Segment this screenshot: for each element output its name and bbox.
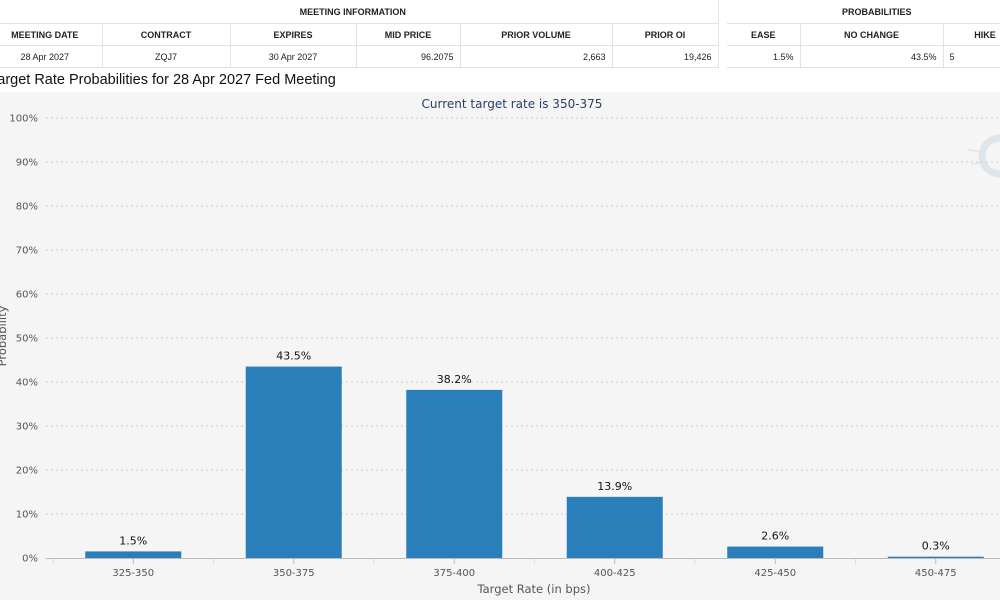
x-tick-label: 425-450: [754, 568, 796, 579]
meeting-information-header: MEETING INFORMATION: [0, 0, 719, 24]
bars: [85, 366, 984, 558]
column-header-ease[interactable]: EASE: [727, 23, 801, 46]
bar-425-450[interactable]: [727, 546, 824, 558]
y-axis-ticks: 0% 10% 20% 30% 40% 50% 60% 70% 80% 90% 100%: [9, 114, 38, 565]
table-row: 1.5% 43.5% 5: [727, 45, 1000, 68]
data-label: 38.2%: [437, 373, 472, 386]
probabilities-header: PROBABILITIES: [727, 0, 1000, 24]
data-labels: 1.5% 43.5% 38.2% 13.9% 2.6% 0.3%: [119, 350, 949, 553]
x-tick-label: 450-475: [915, 568, 957, 579]
x-axis-label: Target Rate (in bps): [477, 582, 591, 596]
y-tick-label: 0%: [22, 554, 38, 565]
y-tick-label: 10%: [16, 510, 38, 521]
y-tick-label: 80%: [16, 202, 38, 213]
column-header-contract[interactable]: CONTRACT: [102, 23, 231, 46]
bar-325-350[interactable]: [85, 551, 182, 558]
y-tick-label: 100%: [9, 114, 38, 125]
ease-cell: 1.5%: [727, 45, 801, 68]
data-label: 2.6%: [761, 530, 789, 543]
bar-450-475[interactable]: [887, 556, 984, 558]
hike-cell: 5: [943, 45, 1000, 68]
column-header-hike[interactable]: HIKE: [943, 23, 1000, 46]
x-tick-label: 350-375: [273, 568, 315, 579]
watermark-logo-icon: [967, 134, 1000, 178]
prior-oi-cell: 19,426: [612, 45, 719, 68]
meeting-date-cell: 28 Apr 2027: [0, 45, 103, 68]
gridlines: [46, 117, 1000, 515]
expires-cell: 30 Apr 2027: [230, 45, 357, 68]
column-header-prior-oi[interactable]: PRIOR OI: [612, 23, 719, 46]
data-label: 43.5%: [276, 350, 311, 363]
table-row: 28 Apr 2027 ZQJ7 30 Apr 2027 96.2075 2,6…: [0, 45, 719, 68]
y-axis-label: Probability: [0, 305, 9, 366]
data-label: 1.5%: [119, 534, 147, 547]
bar-chart: Current target rate is 350-375 0% 10% 20% 3…: [0, 97, 1000, 596]
x-tick-label: 400-425: [594, 568, 636, 579]
data-label: 0.3%: [922, 540, 950, 553]
column-header-no-change[interactable]: NO CHANGE: [800, 23, 944, 46]
chart-title: Target Rate Probabilities for 28 Apr 202…: [0, 72, 336, 88]
chart-area: Current target rate is 350-375 0% 10% 20% 3…: [0, 92, 1000, 600]
y-tick-label: 90%: [16, 158, 38, 169]
prior-volume-cell: 2,663: [460, 45, 613, 68]
chart-subtitle: Current target rate is 350-375: [422, 97, 603, 111]
y-tick-label: 30%: [16, 422, 38, 433]
bar-350-375[interactable]: [245, 366, 342, 558]
column-header-meeting-date[interactable]: MEETING DATE: [0, 23, 103, 46]
column-header-mid-price[interactable]: MID PRICE: [356, 23, 461, 46]
y-tick-label: 60%: [16, 290, 38, 301]
y-tick-label: 50%: [16, 334, 38, 345]
contract-cell: ZQJ7: [102, 45, 231, 68]
bar-400-425[interactable]: [566, 496, 663, 558]
x-tick-label: 325-350: [112, 568, 154, 579]
y-tick-label: 70%: [16, 246, 38, 257]
no-change-cell: 43.5%: [800, 45, 944, 68]
y-tick-label: 20%: [16, 466, 38, 477]
x-tick-label: 375-400: [433, 568, 475, 579]
mid-price-cell: 96.2075: [356, 45, 461, 68]
x-axis-ticks: 325-350 350-375 375-400 400-425 425-450 450-4…: [52, 558, 957, 579]
bar-375-400[interactable]: [406, 389, 503, 558]
column-header-prior-volume[interactable]: PRIOR VOLUME: [460, 23, 613, 46]
meeting-information-table: MEETING INFORMATION MEETING DATE CONTRAC…: [0, 0, 719, 68]
probabilities-table: PROBABILITIES EASE NO CHANGE HIKE 1.5% 4…: [727, 0, 1000, 68]
y-tick-label: 40%: [16, 378, 38, 389]
data-label: 13.9%: [597, 480, 632, 493]
column-header-expires[interactable]: EXPIRES: [230, 23, 357, 46]
